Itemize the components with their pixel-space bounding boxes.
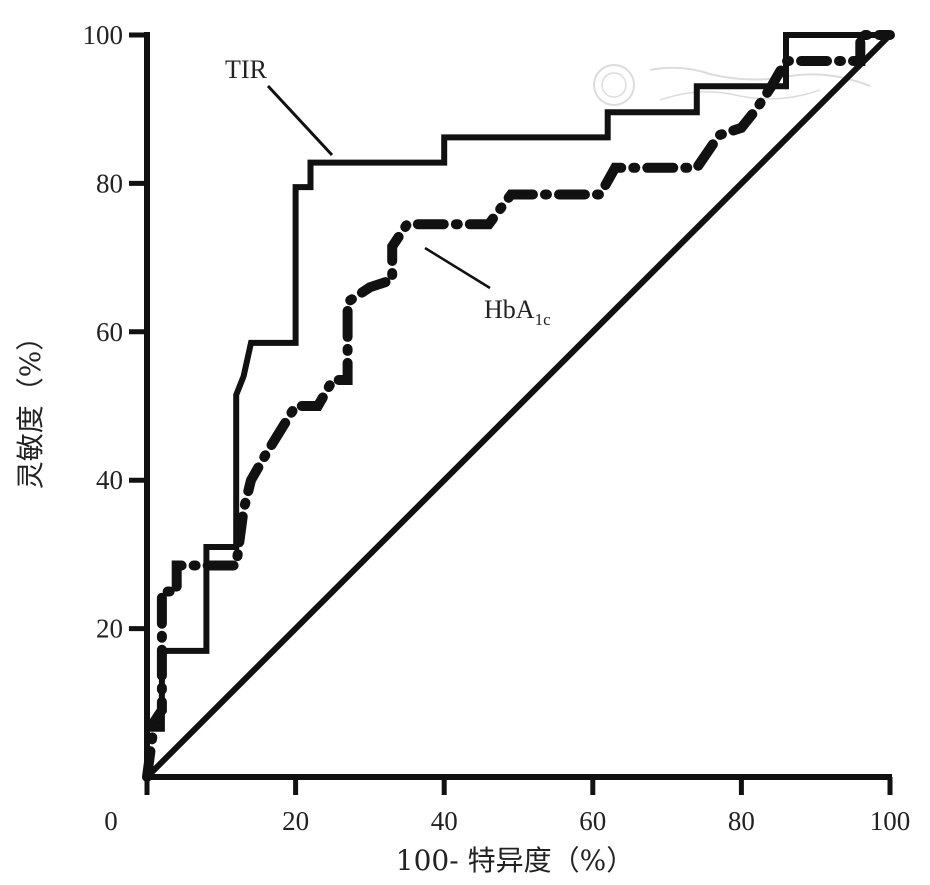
tir-series-label: TIR [225, 55, 268, 84]
axes [144, 32, 892, 780]
x-tick-label: 80 [728, 806, 755, 836]
series-line-hba1c [142, 30, 895, 782]
watermark-seal-icon [593, 64, 871, 106]
ticks: 0 20 40 60 80 100 20 40 60 80 100 [83, 20, 911, 836]
x-tick-label: 0 [104, 806, 118, 836]
series-lines [142, 30, 895, 782]
y-tick-label: 20 [96, 614, 123, 644]
hba1c-subscript: 1c [535, 310, 552, 329]
x-axis-title: 100- 特异度（%） [396, 844, 634, 877]
y-tick-label: 100 [83, 20, 124, 50]
y-tick-label: 80 [96, 168, 123, 198]
reference-diagonal-line [142, 30, 895, 782]
x-tick-label: 20 [282, 806, 309, 836]
y-tick-label: 60 [96, 317, 123, 347]
series-labels: TIR HbA1c [225, 55, 551, 329]
hba1c-leader-line [424, 246, 491, 290]
x-tick-label: 40 [431, 806, 458, 836]
hba1c-series-label: HbA1c [484, 295, 551, 329]
y-axis-title: 灵敏度（%） [14, 323, 47, 490]
x-tick-label: 60 [579, 806, 606, 836]
x-tick-label: 100 [870, 806, 911, 836]
tir-leader-line [266, 84, 334, 157]
series-line-tir [144, 32, 893, 780]
y-tick-label: 40 [96, 465, 123, 495]
